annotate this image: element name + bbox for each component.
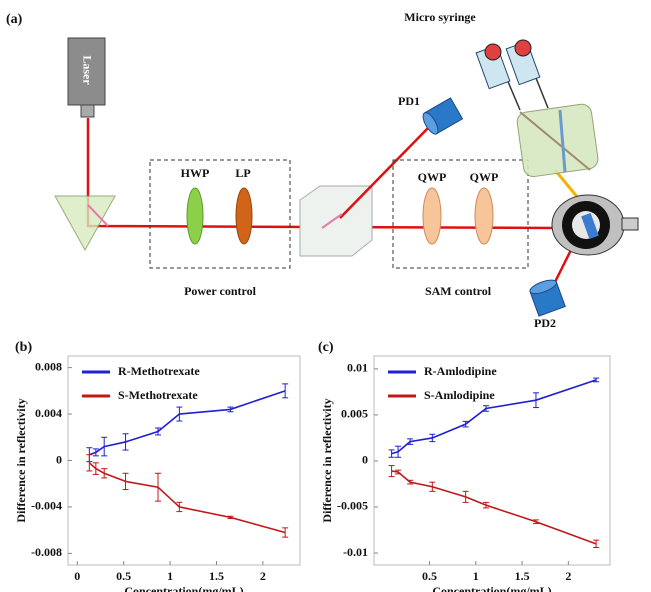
pd1 bbox=[422, 97, 464, 135]
x-axis-label: Concentration(mg/mL) bbox=[124, 584, 243, 592]
panel-label: (a) bbox=[6, 12, 23, 27]
series-line bbox=[391, 470, 597, 545]
flow-prism bbox=[516, 103, 599, 178]
power-label: Power control bbox=[184, 284, 257, 298]
y-tick-label: -0.01 bbox=[343, 545, 368, 559]
qwp2-plate bbox=[474, 187, 494, 245]
pd2-label: PD2 bbox=[534, 316, 556, 330]
setup-diagram: (a) Laser HWP LP Power control PD1 QWP Q… bbox=[6, 10, 639, 330]
legend-label: S-Amlodipine bbox=[424, 388, 495, 402]
x-tick-label: 0.5 bbox=[116, 569, 131, 583]
x-axis-label: Concentration(mg/mL) bbox=[432, 584, 551, 592]
x-tick-label: 0.5 bbox=[422, 569, 437, 583]
x-tick-label: 2 bbox=[260, 569, 266, 583]
x-tick-label: 2 bbox=[565, 569, 571, 583]
charts: (b)0.008 0.004 0 -0.004 -0.008 0 0.5 1 1.5 2 Conce… bbox=[14, 340, 611, 592]
panel-label: (c) bbox=[318, 340, 334, 355]
sensor-chip bbox=[581, 213, 599, 239]
power-box bbox=[149, 159, 291, 269]
x-tick-label: 1 bbox=[473, 569, 479, 583]
chamber-port bbox=[621, 217, 639, 231]
x-tick-label: 1.5 bbox=[515, 569, 530, 583]
legend-label: S-Methotrexate bbox=[118, 388, 198, 402]
syringes bbox=[475, 39, 549, 111]
x-tick-label: 1.5 bbox=[209, 569, 224, 583]
pd1-label: PD1 bbox=[398, 94, 420, 108]
y-tick-label: 0.01 bbox=[347, 361, 368, 375]
laser-body bbox=[67, 37, 106, 106]
series-line bbox=[391, 379, 597, 455]
qwp1-plate bbox=[422, 187, 442, 245]
y-tick-label: 0.004 bbox=[35, 406, 62, 420]
series-line bbox=[88, 462, 286, 534]
legend-label: R-Amlodipine bbox=[424, 364, 497, 378]
y-tick-label: 0 bbox=[56, 452, 62, 466]
beam-pd1 bbox=[339, 125, 431, 219]
y-tick-label: -0.004 bbox=[31, 499, 62, 513]
x-tick-label: 1 bbox=[167, 569, 173, 583]
y-tick-label: 0.008 bbox=[35, 359, 62, 373]
hwp-label: HWP bbox=[181, 166, 210, 180]
splitter-face bbox=[321, 213, 343, 229]
prism-reflect bbox=[87, 204, 109, 227]
sam-label: SAM control bbox=[425, 284, 492, 298]
y-axis-label: Difference in reflectivity bbox=[14, 398, 28, 522]
legend-label: R-Methotrexate bbox=[118, 364, 200, 378]
panel-label: (b) bbox=[15, 340, 32, 355]
y-axis-label: Difference in reflectivity bbox=[320, 398, 334, 522]
laser-label: Laser bbox=[80, 55, 94, 85]
y-tick-label: -0.008 bbox=[31, 545, 62, 559]
y-tick-label: 0 bbox=[362, 453, 368, 467]
y-tick-label: -0.005 bbox=[337, 499, 368, 513]
x-tick-label: 0 bbox=[74, 569, 80, 583]
pd2 bbox=[529, 279, 566, 317]
lp-label: LP bbox=[235, 166, 250, 180]
prism bbox=[54, 195, 116, 252]
hwp-plate bbox=[186, 187, 204, 245]
qwp1-label: QWP bbox=[418, 170, 447, 184]
series-line bbox=[89, 390, 286, 456]
flow-path bbox=[519, 111, 591, 171]
syringe-label: Micro syringe bbox=[404, 10, 476, 24]
flow-path-2 bbox=[558, 109, 567, 173]
lp-plate bbox=[235, 187, 253, 245]
laser-nozzle bbox=[80, 104, 95, 118]
sam-box bbox=[392, 159, 529, 269]
y-tick-label: 0.005 bbox=[341, 407, 368, 421]
qwp2-label: QWP bbox=[470, 170, 499, 184]
